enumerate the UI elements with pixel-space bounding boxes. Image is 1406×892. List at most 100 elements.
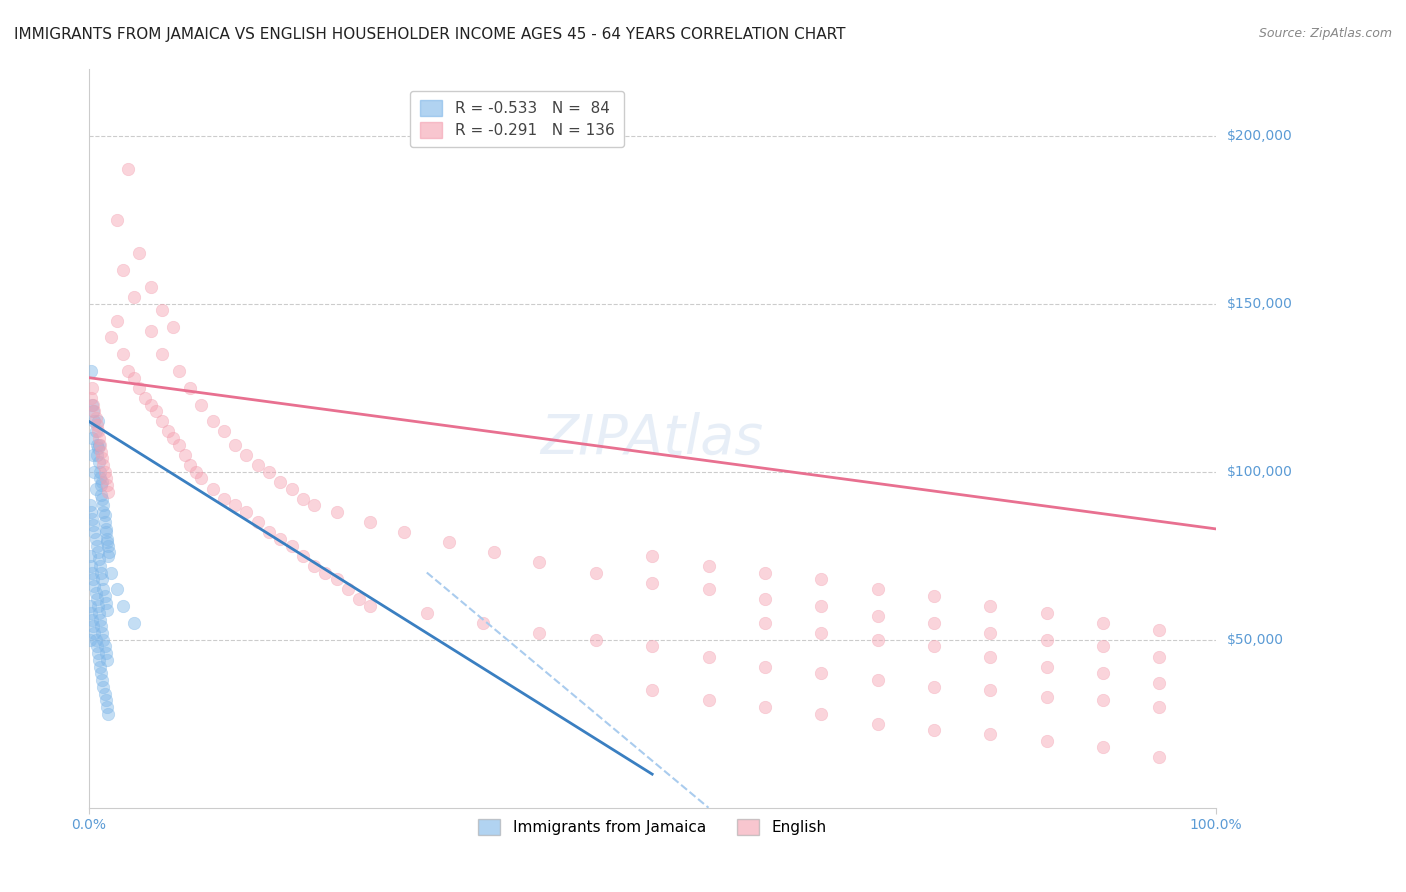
Point xyxy=(269,475,291,489)
Point xyxy=(93,505,115,519)
Point xyxy=(82,572,104,586)
Point xyxy=(336,582,359,597)
Point xyxy=(291,491,314,506)
Text: IMMIGRANTS FROM JAMAICA VS ENGLISH HOUSEHOLDER INCOME AGES 45 - 64 YEARS CORRELA: IMMIGRANTS FROM JAMAICA VS ENGLISH HOUSE… xyxy=(14,27,845,42)
Point xyxy=(93,465,115,479)
Point xyxy=(89,465,111,479)
Point xyxy=(82,398,104,412)
Point xyxy=(754,700,776,714)
Point xyxy=(162,320,184,334)
Point xyxy=(1035,606,1057,620)
Point xyxy=(922,589,945,603)
Point xyxy=(80,558,103,573)
Point xyxy=(697,649,720,664)
Point xyxy=(111,599,134,614)
Point xyxy=(87,438,110,452)
Point xyxy=(325,505,347,519)
Point xyxy=(79,499,101,513)
Point xyxy=(93,640,115,654)
Point xyxy=(82,518,104,533)
Point xyxy=(79,599,101,614)
Point xyxy=(212,491,235,506)
Point xyxy=(87,599,110,614)
Point xyxy=(97,706,120,721)
Point xyxy=(86,592,108,607)
Point xyxy=(97,539,120,553)
Point xyxy=(93,680,115,694)
Point xyxy=(212,425,235,439)
Point xyxy=(190,471,212,485)
Point xyxy=(90,488,112,502)
Point xyxy=(179,381,201,395)
Point xyxy=(94,646,117,660)
Point xyxy=(224,438,246,452)
Point xyxy=(86,640,108,654)
Point xyxy=(1149,649,1171,664)
Point xyxy=(87,431,110,445)
Point xyxy=(96,532,118,546)
Point xyxy=(269,532,291,546)
Point xyxy=(1091,740,1114,755)
Point xyxy=(128,381,150,395)
Point xyxy=(235,448,257,462)
Point xyxy=(96,478,118,492)
Point xyxy=(80,606,103,620)
Point xyxy=(84,585,107,599)
Point xyxy=(98,545,121,559)
Point xyxy=(156,425,179,439)
Point xyxy=(83,626,105,640)
Point xyxy=(86,417,108,432)
Point xyxy=(145,404,167,418)
Point xyxy=(86,438,108,452)
Point xyxy=(97,549,120,563)
Point xyxy=(325,572,347,586)
Point xyxy=(87,414,110,428)
Text: $200,000: $200,000 xyxy=(1226,128,1292,143)
Point xyxy=(91,491,114,506)
Point xyxy=(122,615,145,630)
Point xyxy=(87,455,110,469)
Point xyxy=(257,525,280,540)
Point xyxy=(184,465,207,479)
Point xyxy=(93,515,115,529)
Point xyxy=(979,727,1001,741)
Point xyxy=(83,525,105,540)
Point xyxy=(105,582,128,597)
Point xyxy=(866,716,889,731)
Point xyxy=(84,632,107,647)
Point xyxy=(91,626,114,640)
Point xyxy=(96,653,118,667)
Text: Source: ZipAtlas.com: Source: ZipAtlas.com xyxy=(1258,27,1392,40)
Point xyxy=(810,572,832,586)
Point xyxy=(89,558,111,573)
Point xyxy=(134,391,156,405)
Point xyxy=(754,659,776,673)
Point xyxy=(100,566,122,580)
Point xyxy=(80,364,103,378)
Point xyxy=(111,347,134,361)
Point xyxy=(641,683,664,698)
Point xyxy=(585,566,607,580)
Point xyxy=(91,673,114,687)
Point xyxy=(179,458,201,472)
Point xyxy=(90,566,112,580)
Point xyxy=(416,606,439,620)
Point xyxy=(1035,659,1057,673)
Point xyxy=(810,706,832,721)
Point xyxy=(122,290,145,304)
Point xyxy=(979,649,1001,664)
Point xyxy=(93,458,115,472)
Point xyxy=(87,545,110,559)
Point xyxy=(979,599,1001,614)
Point xyxy=(585,632,607,647)
Point xyxy=(359,599,381,614)
Point xyxy=(90,619,112,633)
Point xyxy=(922,680,945,694)
Point xyxy=(122,370,145,384)
Point xyxy=(1149,750,1171,764)
Legend: Immigrants from Jamaica, English: Immigrants from Jamaica, English xyxy=(468,810,837,845)
Point xyxy=(79,549,101,563)
Point xyxy=(94,471,117,485)
Point xyxy=(100,330,122,344)
Point xyxy=(1035,632,1057,647)
